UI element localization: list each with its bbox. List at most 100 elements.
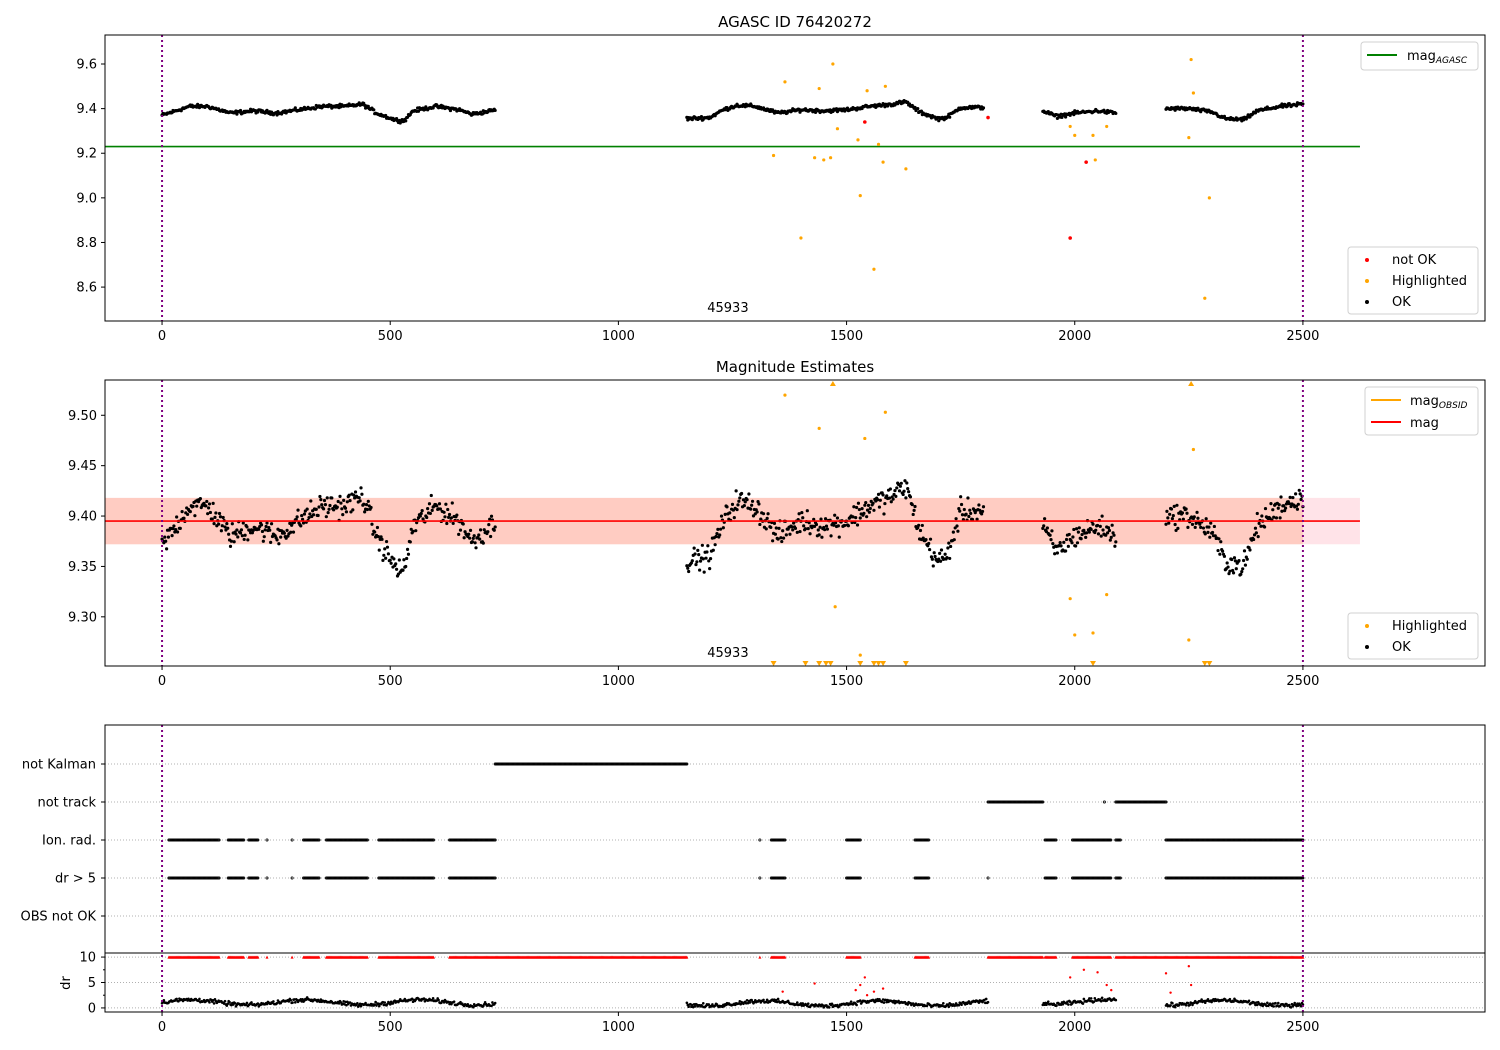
ok-point bbox=[384, 556, 388, 560]
ok-point bbox=[938, 559, 943, 563]
legend-marker bbox=[1365, 300, 1369, 304]
ok-point bbox=[1094, 528, 1098, 532]
ok-point bbox=[1048, 533, 1052, 537]
dr-ok-point bbox=[356, 1001, 359, 1005]
dr-ok-point bbox=[897, 999, 900, 1003]
ok-point bbox=[174, 528, 178, 532]
ok-point bbox=[1201, 526, 1206, 530]
ok-point bbox=[444, 502, 448, 506]
ok-point bbox=[389, 561, 393, 565]
ok-point bbox=[719, 527, 723, 531]
ok-point bbox=[1269, 502, 1273, 506]
flag-point bbox=[858, 838, 862, 842]
ok-point bbox=[1241, 558, 1246, 563]
ok-point bbox=[843, 523, 847, 528]
y-tick-label: 9.35 bbox=[68, 560, 97, 575]
ok-point bbox=[715, 532, 719, 536]
dr-ok-point bbox=[233, 1002, 237, 1005]
dr-ok-point bbox=[349, 1004, 353, 1007]
ok-point bbox=[1089, 527, 1093, 532]
dr-ok-point bbox=[1089, 997, 1093, 1000]
dr-clipped-marker bbox=[265, 955, 269, 959]
highlighted-point bbox=[1105, 124, 1109, 129]
dr-ok-point bbox=[265, 1002, 269, 1006]
ok-point bbox=[1280, 102, 1284, 106]
ok-point bbox=[885, 494, 889, 498]
ok-point bbox=[330, 496, 334, 500]
ok-point bbox=[336, 499, 340, 504]
ok-point bbox=[800, 510, 804, 515]
dr-ok-point bbox=[942, 1001, 945, 1005]
ok-point bbox=[924, 538, 928, 542]
ok-point bbox=[686, 566, 690, 570]
ok-point bbox=[382, 553, 386, 557]
ok-point bbox=[736, 503, 740, 507]
highlighted-point bbox=[813, 156, 817, 160]
ok-point bbox=[1192, 515, 1196, 519]
dr-ok-point bbox=[799, 1002, 803, 1005]
ok-point bbox=[761, 512, 766, 516]
ok-point bbox=[819, 517, 823, 521]
ok-point bbox=[182, 516, 186, 520]
y-tick-label: 9.0 bbox=[76, 191, 97, 206]
axes-frame bbox=[104, 34, 1486, 322]
dr-clipped-marker bbox=[365, 955, 369, 959]
ok-point bbox=[764, 527, 768, 531]
ok-point bbox=[907, 490, 911, 494]
ok-point bbox=[895, 486, 899, 490]
ok-point bbox=[210, 517, 214, 521]
dr-ok-point bbox=[1082, 997, 1086, 1001]
ok-point bbox=[814, 522, 819, 527]
ok-point bbox=[901, 492, 905, 497]
ok-point bbox=[1109, 535, 1113, 539]
ok-point bbox=[474, 546, 478, 550]
x-tick-label: 1000 bbox=[602, 674, 635, 689]
ok-point bbox=[406, 552, 411, 556]
ok-point bbox=[380, 537, 384, 541]
ok-point bbox=[928, 547, 932, 552]
ok-point bbox=[338, 494, 342, 498]
dr-clipped-marker bbox=[242, 955, 246, 959]
ok-point bbox=[263, 528, 267, 532]
dr-ok-point bbox=[687, 1005, 690, 1009]
legend-points bbox=[1347, 612, 1479, 660]
ok-point bbox=[446, 507, 450, 512]
flag-point bbox=[685, 762, 689, 766]
ok-point bbox=[487, 523, 491, 527]
ok-point bbox=[1298, 492, 1302, 496]
ok-point bbox=[863, 503, 867, 507]
ok-point bbox=[477, 533, 481, 537]
ok-point bbox=[792, 521, 796, 525]
ok-point bbox=[904, 496, 908, 500]
ok-point bbox=[409, 527, 413, 531]
ok-point bbox=[1206, 530, 1210, 534]
ok-point bbox=[364, 502, 369, 507]
ok-point bbox=[1245, 557, 1249, 561]
ok-point bbox=[772, 521, 777, 525]
dr-ok-point bbox=[175, 997, 178, 1001]
highlighted-point bbox=[1189, 57, 1193, 62]
dr-ok-point bbox=[925, 1004, 929, 1008]
ok-point bbox=[1105, 531, 1110, 535]
ok-point bbox=[806, 527, 810, 531]
x-tick-label: 2000 bbox=[1058, 329, 1091, 344]
ok-point bbox=[392, 557, 396, 561]
ok-point bbox=[241, 521, 245, 525]
ok-point bbox=[725, 505, 729, 509]
legend-label: mag bbox=[1410, 416, 1439, 431]
ok-point bbox=[966, 496, 970, 500]
ok-point bbox=[878, 498, 882, 502]
ok-point bbox=[386, 552, 390, 556]
ok-point bbox=[728, 511, 732, 515]
ok-point bbox=[449, 516, 453, 520]
ok-point bbox=[408, 540, 412, 544]
ok-point bbox=[920, 523, 924, 528]
ok-point bbox=[757, 502, 761, 506]
ok-point bbox=[723, 512, 727, 516]
ok-point bbox=[913, 504, 917, 509]
ok-point bbox=[470, 540, 474, 544]
ok-point bbox=[732, 516, 736, 520]
highlighted-below-range-marker bbox=[1201, 661, 1208, 666]
ok-point bbox=[756, 499, 760, 504]
